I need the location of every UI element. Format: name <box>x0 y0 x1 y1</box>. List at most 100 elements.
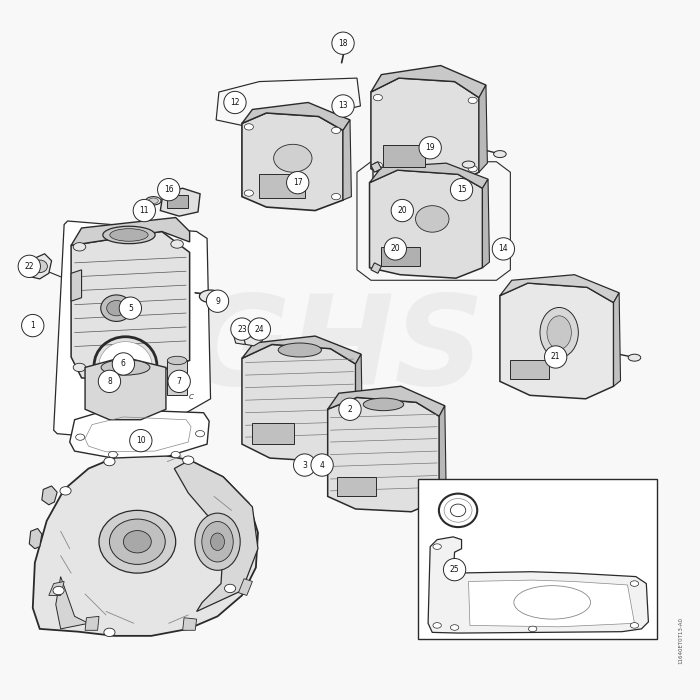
Ellipse shape <box>183 456 194 464</box>
Ellipse shape <box>195 513 240 570</box>
Ellipse shape <box>167 356 187 365</box>
Text: 24: 24 <box>255 325 264 334</box>
Polygon shape <box>56 577 88 629</box>
Text: 13: 13 <box>338 102 348 111</box>
Circle shape <box>492 238 514 260</box>
Text: GHS: GHS <box>188 290 484 410</box>
Ellipse shape <box>146 197 161 205</box>
Polygon shape <box>328 386 444 416</box>
Polygon shape <box>343 120 351 200</box>
Bar <box>384 145 426 167</box>
Ellipse shape <box>450 624 459 630</box>
Circle shape <box>391 199 414 222</box>
Circle shape <box>332 32 354 55</box>
Polygon shape <box>371 262 382 273</box>
Polygon shape <box>371 66 486 97</box>
Polygon shape <box>500 274 619 302</box>
Circle shape <box>130 430 152 452</box>
Polygon shape <box>479 85 487 172</box>
Circle shape <box>286 172 309 194</box>
Polygon shape <box>70 410 209 458</box>
Text: 17: 17 <box>293 178 302 187</box>
Text: 8: 8 <box>107 377 112 386</box>
Ellipse shape <box>274 144 312 172</box>
Ellipse shape <box>433 622 441 628</box>
Ellipse shape <box>225 584 236 593</box>
Ellipse shape <box>106 300 126 316</box>
Polygon shape <box>71 270 82 301</box>
Text: 16: 16 <box>164 185 174 194</box>
Polygon shape <box>370 170 482 278</box>
Text: 2: 2 <box>348 405 352 414</box>
Ellipse shape <box>110 229 148 241</box>
Ellipse shape <box>244 190 253 196</box>
Ellipse shape <box>172 452 180 458</box>
Ellipse shape <box>462 161 475 168</box>
Circle shape <box>293 454 316 476</box>
Ellipse shape <box>99 342 152 389</box>
Polygon shape <box>42 486 57 505</box>
Polygon shape <box>71 218 190 246</box>
Ellipse shape <box>195 430 204 437</box>
Polygon shape <box>29 528 42 549</box>
Polygon shape <box>239 579 253 596</box>
Ellipse shape <box>494 150 506 158</box>
Text: 18: 18 <box>338 38 348 48</box>
Text: 12: 12 <box>230 98 239 107</box>
Circle shape <box>22 314 44 337</box>
Text: 4: 4 <box>320 461 325 470</box>
Polygon shape <box>71 232 190 382</box>
Bar <box>337 477 376 496</box>
Ellipse shape <box>250 331 258 338</box>
Text: C: C <box>102 380 107 386</box>
Polygon shape <box>328 398 439 512</box>
Ellipse shape <box>433 544 441 550</box>
Ellipse shape <box>450 504 466 517</box>
Circle shape <box>224 91 246 113</box>
Ellipse shape <box>53 587 64 595</box>
Ellipse shape <box>123 531 151 553</box>
Text: 6: 6 <box>121 359 126 368</box>
Bar <box>260 174 304 198</box>
Ellipse shape <box>148 198 158 204</box>
Polygon shape <box>242 113 343 211</box>
Ellipse shape <box>108 452 118 458</box>
Text: 23: 23 <box>237 325 246 334</box>
Polygon shape <box>482 179 489 267</box>
Polygon shape <box>613 293 620 386</box>
Text: 1: 1 <box>30 321 35 330</box>
Ellipse shape <box>60 486 71 495</box>
Text: 9: 9 <box>215 297 220 306</box>
Ellipse shape <box>103 226 155 244</box>
Ellipse shape <box>211 533 225 550</box>
Polygon shape <box>85 357 166 420</box>
Ellipse shape <box>339 41 351 48</box>
Ellipse shape <box>74 243 86 251</box>
Bar <box>419 479 657 639</box>
Ellipse shape <box>240 330 248 337</box>
Ellipse shape <box>332 193 341 199</box>
Ellipse shape <box>363 398 404 411</box>
Polygon shape <box>356 354 363 447</box>
Polygon shape <box>468 580 634 626</box>
Polygon shape <box>500 283 613 399</box>
Circle shape <box>450 178 473 201</box>
Text: 25: 25 <box>450 565 459 574</box>
Polygon shape <box>439 406 446 500</box>
Circle shape <box>206 290 229 312</box>
Ellipse shape <box>332 127 341 134</box>
Circle shape <box>248 318 270 340</box>
Text: 7: 7 <box>176 377 181 386</box>
Ellipse shape <box>540 307 578 358</box>
Ellipse shape <box>468 97 477 104</box>
Ellipse shape <box>32 260 48 272</box>
Polygon shape <box>428 537 648 633</box>
Circle shape <box>545 346 567 368</box>
Polygon shape <box>371 78 479 186</box>
Ellipse shape <box>101 360 150 375</box>
Text: 20: 20 <box>391 244 400 253</box>
Polygon shape <box>85 616 99 630</box>
Text: 11: 11 <box>139 206 149 215</box>
Ellipse shape <box>244 124 253 130</box>
Text: 14: 14 <box>498 244 508 253</box>
